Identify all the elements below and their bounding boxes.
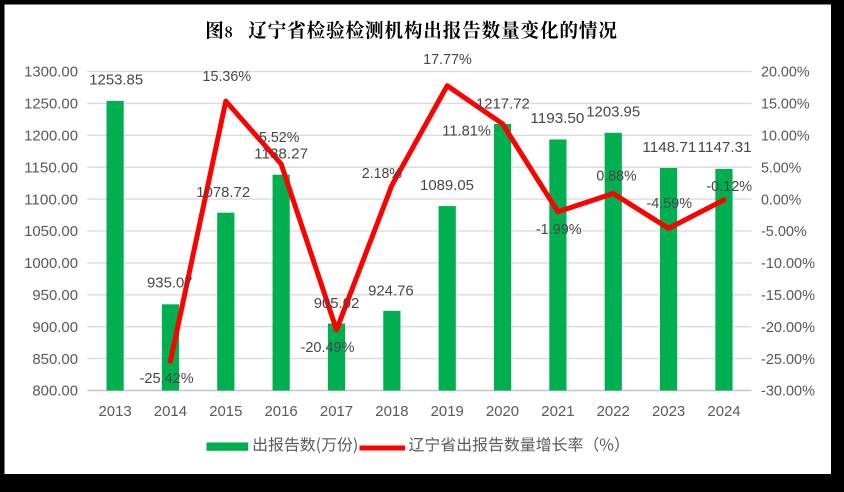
svg-text:935.07: 935.07: [147, 275, 193, 292]
svg-text:1050.00: 1050.00: [24, 223, 78, 240]
svg-text:1089.05: 1089.05: [420, 177, 474, 194]
svg-text:-25.42%: -25.42%: [140, 370, 194, 387]
svg-text:2022: 2022: [597, 403, 630, 420]
svg-text:-4.59%: -4.59%: [646, 195, 692, 212]
svg-text:15.00%: 15.00%: [761, 96, 810, 113]
svg-text:950.00: 950.00: [32, 287, 78, 304]
svg-text:0.00%: 0.00%: [761, 191, 801, 208]
svg-text:800.00: 800.00: [32, 383, 78, 400]
svg-text:2019: 2019: [431, 403, 464, 420]
svg-text:2018: 2018: [375, 403, 408, 420]
svg-text:17.77%: 17.77%: [423, 51, 472, 68]
svg-text:2020: 2020: [486, 403, 519, 420]
svg-text:-25.00%: -25.00%: [761, 351, 815, 368]
svg-text:-0.12%: -0.12%: [706, 178, 752, 195]
svg-text:5.00%: 5.00%: [761, 159, 801, 176]
svg-text:0.88%: 0.88%: [596, 167, 636, 184]
svg-text:924.76: 924.76: [368, 282, 414, 299]
svg-text:1203.95: 1203.95: [586, 103, 640, 120]
svg-text:1217.72: 1217.72: [476, 95, 530, 112]
svg-text:2016: 2016: [265, 403, 298, 420]
svg-text:-20.00%: -20.00%: [761, 319, 815, 336]
svg-text:-15.00%: -15.00%: [761, 287, 815, 304]
svg-text:850.00: 850.00: [32, 351, 78, 368]
svg-text:2024: 2024: [707, 403, 740, 420]
svg-text:-1.99%: -1.99%: [536, 221, 582, 238]
svg-text:1147.31: 1147.31: [698, 139, 752, 156]
svg-text:2014: 2014: [154, 403, 187, 420]
svg-text:2.18%: 2.18%: [362, 165, 402, 182]
svg-text:1148.71: 1148.71: [642, 139, 696, 156]
svg-text:-30.00%: -30.00%: [761, 383, 815, 400]
svg-text:1300.00: 1300.00: [24, 64, 78, 81]
svg-text:1150.00: 1150.00: [24, 159, 78, 176]
svg-text:15.36%: 15.36%: [203, 68, 252, 85]
svg-text:1078.72: 1078.72: [196, 184, 250, 201]
svg-text:2015: 2015: [209, 403, 242, 420]
svg-text:1193.50: 1193.50: [530, 110, 584, 127]
svg-text:2023: 2023: [652, 403, 685, 420]
svg-text:900.00: 900.00: [32, 319, 78, 336]
svg-text:2021: 2021: [541, 403, 574, 420]
svg-text:1000.00: 1000.00: [24, 255, 78, 272]
svg-text:2017: 2017: [320, 403, 353, 420]
svg-text:905.02: 905.02: [314, 295, 360, 312]
svg-text:-20.49%: -20.49%: [301, 339, 355, 356]
svg-text:1200.00: 1200.00: [24, 128, 78, 145]
svg-text:20.00%: 20.00%: [761, 64, 810, 81]
svg-text:10.00%: 10.00%: [761, 128, 810, 145]
svg-text:1253.85: 1253.85: [89, 72, 143, 89]
svg-text:-10.00%: -10.00%: [761, 255, 815, 272]
svg-text:-5.00%: -5.00%: [761, 223, 807, 240]
svg-text:5.52%: 5.52%: [259, 129, 299, 146]
svg-text:1138.27: 1138.27: [254, 145, 308, 162]
svg-text:1100.00: 1100.00: [24, 191, 78, 208]
svg-text:11.81%: 11.81%: [442, 123, 491, 140]
svg-text:1250.00: 1250.00: [24, 96, 78, 113]
svg-text:2013: 2013: [99, 403, 132, 420]
